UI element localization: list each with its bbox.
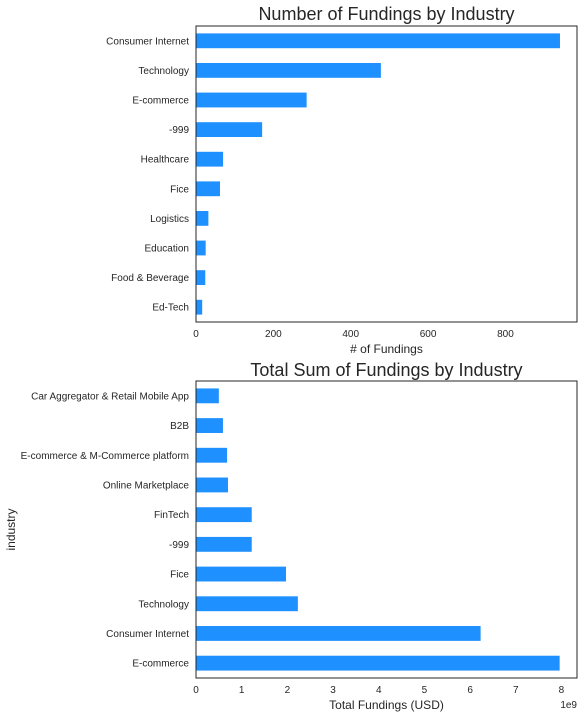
category-label: Consumer Internet [106, 36, 189, 47]
bar [196, 211, 209, 226]
category-label: Online Marketplace [103, 480, 190, 491]
bar [196, 626, 481, 641]
x-tick-label: 2 [285, 685, 291, 696]
x-tick-label: 4 [376, 685, 382, 696]
bar [196, 418, 223, 433]
category-label: Fice [170, 570, 189, 581]
bar [196, 181, 220, 197]
bar [196, 655, 560, 671]
bar [196, 388, 219, 404]
bar [196, 536, 252, 552]
category-label: -999 [169, 125, 189, 136]
category-label: FinTech [154, 510, 189, 521]
bar [196, 122, 263, 137]
chart-panel-2: Total Sum of Fundings by Industry Car Agg… [4, 360, 578, 712]
category-label: E-commerce & M-Commerce platform [21, 451, 189, 462]
chart-panel-1: Number of Fundings by Industry Consumer I… [106, 4, 578, 356]
plot-frame [195, 25, 578, 323]
bar [196, 596, 298, 612]
bar [196, 63, 381, 78]
category-label: Healthcare [141, 155, 190, 166]
x-tick-label: 0 [193, 329, 199, 340]
x-tick-label: 1 [239, 685, 245, 696]
x-tick-label: 800 [497, 329, 514, 340]
bar [196, 240, 206, 256]
bar [196, 566, 286, 582]
x-axis-label: Total Fundings (USD) [329, 698, 444, 712]
bar [196, 447, 228, 463]
chart-title: Number of Fundings by Industry [258, 4, 514, 24]
category-label: Ed-Tech [152, 303, 189, 314]
y-axis-label: industry [4, 508, 18, 550]
category-label: B2B [170, 421, 189, 432]
bar [196, 299, 203, 315]
bar [196, 507, 252, 523]
plot-frame [195, 380, 578, 679]
bar [196, 92, 307, 108]
category-label: Consumer Internet [106, 629, 189, 640]
category-label: E-commerce [132, 659, 189, 670]
x-tick-label: 600 [420, 329, 437, 340]
bar [196, 477, 228, 493]
category-label: Technology [138, 599, 189, 610]
x-tick-label: 5 [422, 685, 428, 696]
category-label: Technology [138, 66, 189, 77]
x-tick-label: 6 [467, 685, 473, 696]
x-tick-label: 200 [265, 329, 282, 340]
x-offset-label: 1e9 [560, 700, 577, 711]
category-label: Logistics [150, 214, 189, 225]
category-label: Car Aggregator & Retail Mobile App [31, 391, 189, 402]
chart-title: Total Sum of Fundings by Industry [250, 360, 522, 380]
x-tick-label: 8 [559, 685, 565, 696]
x-tick-label: 3 [330, 685, 336, 696]
category-label: E-commerce [132, 96, 189, 107]
category-label: Education [145, 244, 189, 255]
bar [196, 33, 560, 49]
x-axis-label: # of Fundings [350, 342, 423, 356]
bar [196, 270, 206, 285]
x-tick-label: 7 [513, 685, 519, 696]
category-label: Food & Beverage [111, 273, 189, 284]
category-label: -999 [169, 540, 189, 551]
bar [196, 151, 224, 167]
x-tick-label: 400 [342, 329, 359, 340]
category-label: Fice [170, 184, 189, 195]
x-tick-label: 0 [193, 685, 199, 696]
